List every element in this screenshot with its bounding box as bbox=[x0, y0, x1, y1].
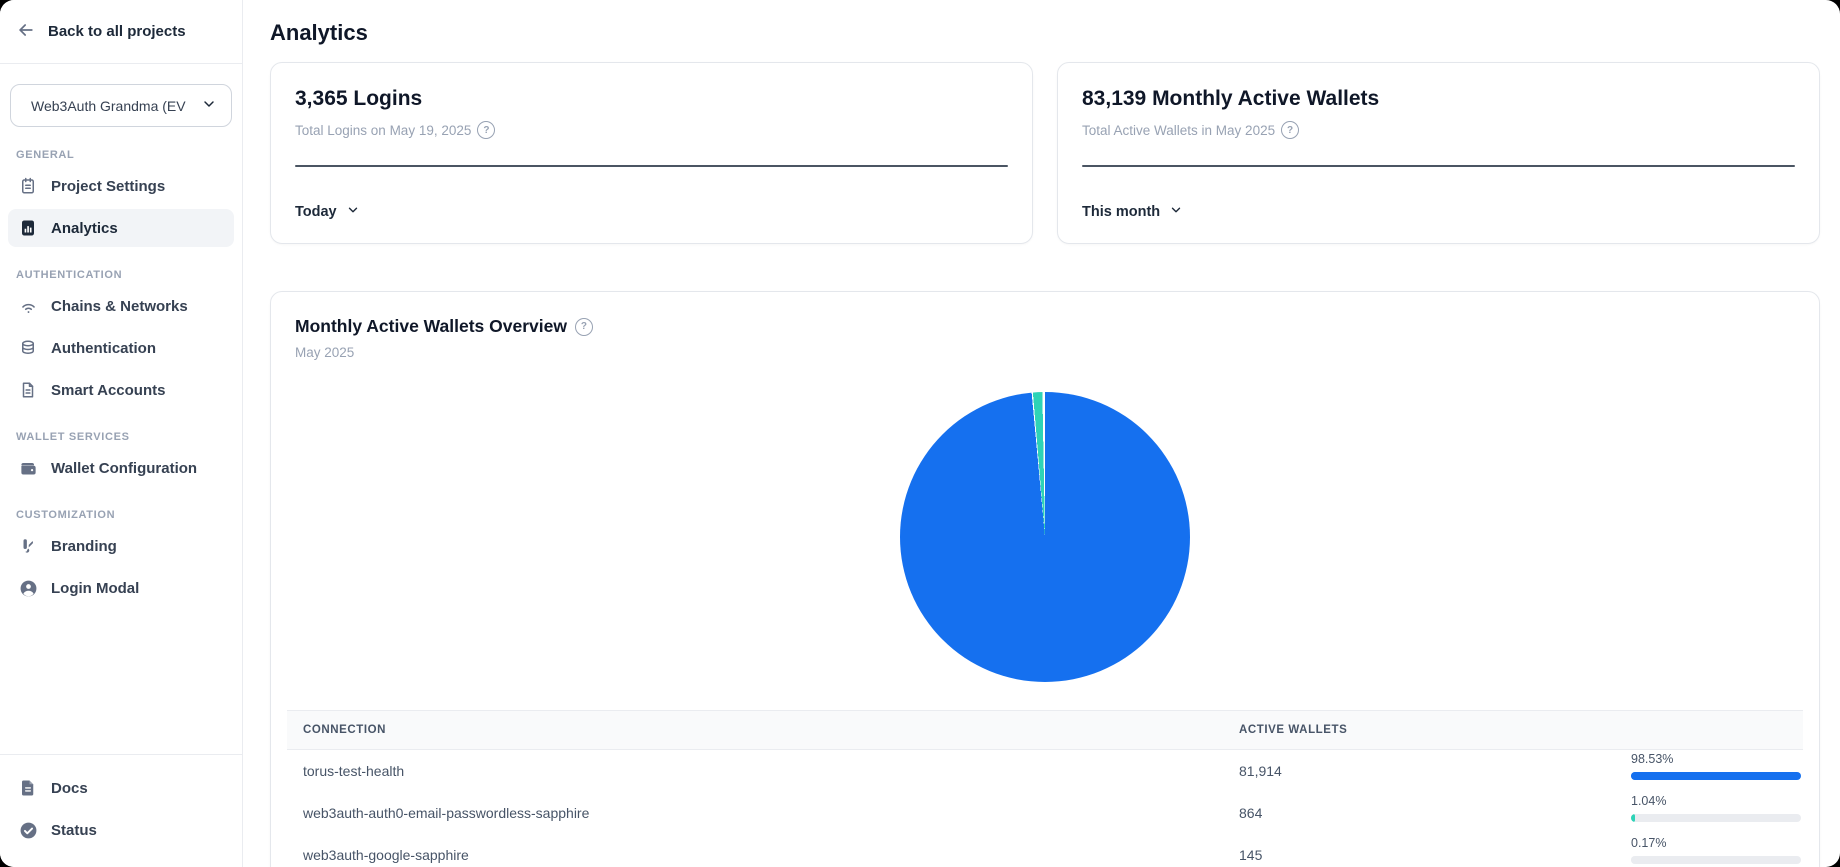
status-check-icon bbox=[18, 820, 38, 840]
branding-brush-icon bbox=[18, 536, 38, 556]
sidebar-item-label: Branding bbox=[51, 537, 117, 555]
wifi-icon bbox=[18, 296, 38, 316]
overview-title: Monthly Active Wallets Overview bbox=[295, 316, 567, 336]
logins-range-dropdown[interactable]: Today bbox=[295, 203, 360, 221]
stat-cards-row: 3,365 Logins Total Logins on May 19, 202… bbox=[270, 62, 1820, 244]
chart-baseline bbox=[1082, 165, 1795, 167]
connection-cell: torus-test-health bbox=[303, 763, 405, 779]
table-row: web3auth-google-sapphire 145 0.17% bbox=[287, 834, 1803, 867]
sidebar-item-project-settings[interactable]: Project Settings bbox=[8, 167, 234, 205]
logins-card: 3,365 Logins Total Logins on May 19, 202… bbox=[270, 62, 1033, 244]
sidebar-item-label: Smart Accounts bbox=[51, 381, 166, 399]
table-row: torus-test-health 81,914 98.53% bbox=[287, 750, 1803, 792]
database-icon bbox=[18, 338, 38, 358]
sidebar-item-label: Chains & Networks bbox=[51, 297, 188, 315]
help-icon[interactable]: ? bbox=[1281, 121, 1300, 139]
project-selector-value: Web3Auth Grandma (EV bbox=[31, 97, 186, 114]
percent-label: 0.17% bbox=[1631, 836, 1667, 850]
active-wallets-range-dropdown[interactable]: This month bbox=[1082, 203, 1183, 221]
active-wallets-card-subtitle: Total Active Wallets in May 2025 bbox=[1082, 122, 1276, 138]
sidebar: Back to all projects Web3Auth Grandma (E… bbox=[0, 0, 243, 867]
sidebar-item-chains-networks[interactable]: Chains & Networks bbox=[8, 287, 234, 325]
table-header-row: CONNECTION ACTIVE WALLETS bbox=[287, 710, 1803, 750]
section-label-customization: CUSTOMIZATION bbox=[16, 509, 116, 521]
section-label-general: GENERAL bbox=[16, 149, 75, 161]
back-to-projects-link[interactable]: Back to all projects bbox=[0, 0, 242, 64]
sidebar-item-label: Docs bbox=[51, 779, 88, 797]
user-circle-icon bbox=[18, 578, 38, 598]
percent-bar bbox=[1631, 814, 1801, 822]
logins-card-subtitle: Total Logins on May 19, 2025 bbox=[295, 122, 472, 138]
sidebar-item-status[interactable]: Status bbox=[8, 811, 234, 849]
connection-cell: web3auth-google-sapphire bbox=[303, 847, 469, 863]
sidebar-item-label: Wallet Configuration bbox=[51, 459, 198, 477]
connections-table: CONNECTION ACTIVE WALLETS torus-test-hea… bbox=[287, 710, 1803, 867]
page-title: Analytics bbox=[270, 20, 368, 45]
chevron-down-icon bbox=[201, 96, 217, 115]
percent-cell: 0.17% bbox=[1631, 836, 1803, 864]
connection-cell: web3auth-auth0-email-passwordless-sapphi… bbox=[303, 805, 590, 821]
active-wallets-column-header: ACTIVE WALLETS bbox=[1239, 724, 1348, 736]
connection-column-header: CONNECTION bbox=[303, 724, 387, 736]
nav-wallet-services: Wallet Configuration bbox=[0, 449, 242, 487]
logins-card-title: 3,365 Logins bbox=[295, 87, 423, 110]
active-wallets-pie-chart bbox=[900, 392, 1190, 682]
help-icon[interactable]: ? bbox=[574, 317, 593, 336]
help-icon[interactable]: ? bbox=[477, 121, 496, 139]
active-wallets-card-title: 83,139 Monthly Active Wallets bbox=[1082, 87, 1380, 110]
sidebar-item-label: Login Modal bbox=[51, 579, 140, 597]
sidebar-item-authentication[interactable]: Authentication bbox=[8, 329, 234, 367]
table-row: web3auth-auth0-email-passwordless-sapphi… bbox=[287, 792, 1803, 834]
section-label-authentication: AUTHENTICATION bbox=[16, 269, 123, 281]
sidebar-item-branding[interactable]: Branding bbox=[8, 527, 234, 565]
sidebar-item-login-modal[interactable]: Login Modal bbox=[8, 569, 234, 607]
nav-authentication: Chains & Networks Authentication Smart A… bbox=[0, 287, 242, 409]
sidebar-item-label: Status bbox=[51, 821, 97, 839]
percent-cell: 1.04% bbox=[1631, 794, 1803, 822]
sidebar-item-docs[interactable]: Docs bbox=[8, 769, 234, 807]
clipboard-icon bbox=[18, 176, 38, 196]
wallet-icon bbox=[18, 458, 38, 478]
percent-bar bbox=[1631, 772, 1801, 780]
sidebar-item-label: Authentication bbox=[51, 339, 156, 357]
active-wallets-cell: 145 bbox=[1239, 847, 1263, 863]
main-content: Analytics 3,365 Logins Total Logins on M… bbox=[243, 0, 1840, 867]
percent-label: 1.04% bbox=[1631, 794, 1667, 808]
active-wallets-range-label: This month bbox=[1082, 204, 1161, 220]
analytics-chart-icon bbox=[18, 218, 38, 238]
sidebar-item-wallet-configuration[interactable]: Wallet Configuration bbox=[8, 449, 234, 487]
sidebar-item-smart-accounts[interactable]: Smart Accounts bbox=[8, 371, 234, 409]
percent-bar bbox=[1631, 856, 1801, 864]
table-body: torus-test-health 81,914 98.53% web3auth… bbox=[287, 750, 1803, 867]
document-icon bbox=[18, 380, 38, 400]
chevron-down-icon bbox=[1169, 203, 1183, 221]
sidebar-item-label: Project Settings bbox=[51, 177, 166, 195]
back-label: Back to all projects bbox=[48, 23, 186, 40]
active-wallets-cell: 81,914 bbox=[1239, 763, 1282, 779]
sidebar-item-label: Analytics bbox=[51, 219, 118, 237]
active-wallets-cell: 864 bbox=[1239, 805, 1263, 821]
section-label-wallet-services: WALLET SERVICES bbox=[16, 431, 130, 443]
sidebar-item-analytics[interactable]: Analytics bbox=[8, 209, 234, 247]
nav-general: Project Settings Analytics bbox=[0, 167, 242, 247]
nav-customization: Branding Login Modal bbox=[0, 527, 242, 607]
docs-file-icon bbox=[18, 778, 38, 798]
overview-subtitle: May 2025 bbox=[295, 345, 355, 360]
percent-cell: 98.53% bbox=[1631, 752, 1803, 780]
chart-baseline bbox=[295, 165, 1008, 167]
logins-range-label: Today bbox=[295, 204, 337, 220]
sidebar-footer: Docs Status bbox=[0, 754, 242, 867]
project-selector-dropdown[interactable]: Web3Auth Grandma (EV bbox=[10, 84, 232, 127]
monthly-active-wallets-overview-card: Monthly Active Wallets Overview ? May 20… bbox=[270, 291, 1820, 867]
percent-label: 98.53% bbox=[1631, 752, 1674, 766]
chevron-down-icon bbox=[346, 203, 360, 221]
back-arrow-icon bbox=[16, 20, 36, 44]
active-wallets-card: 83,139 Monthly Active Wallets Total Acti… bbox=[1057, 62, 1820, 244]
